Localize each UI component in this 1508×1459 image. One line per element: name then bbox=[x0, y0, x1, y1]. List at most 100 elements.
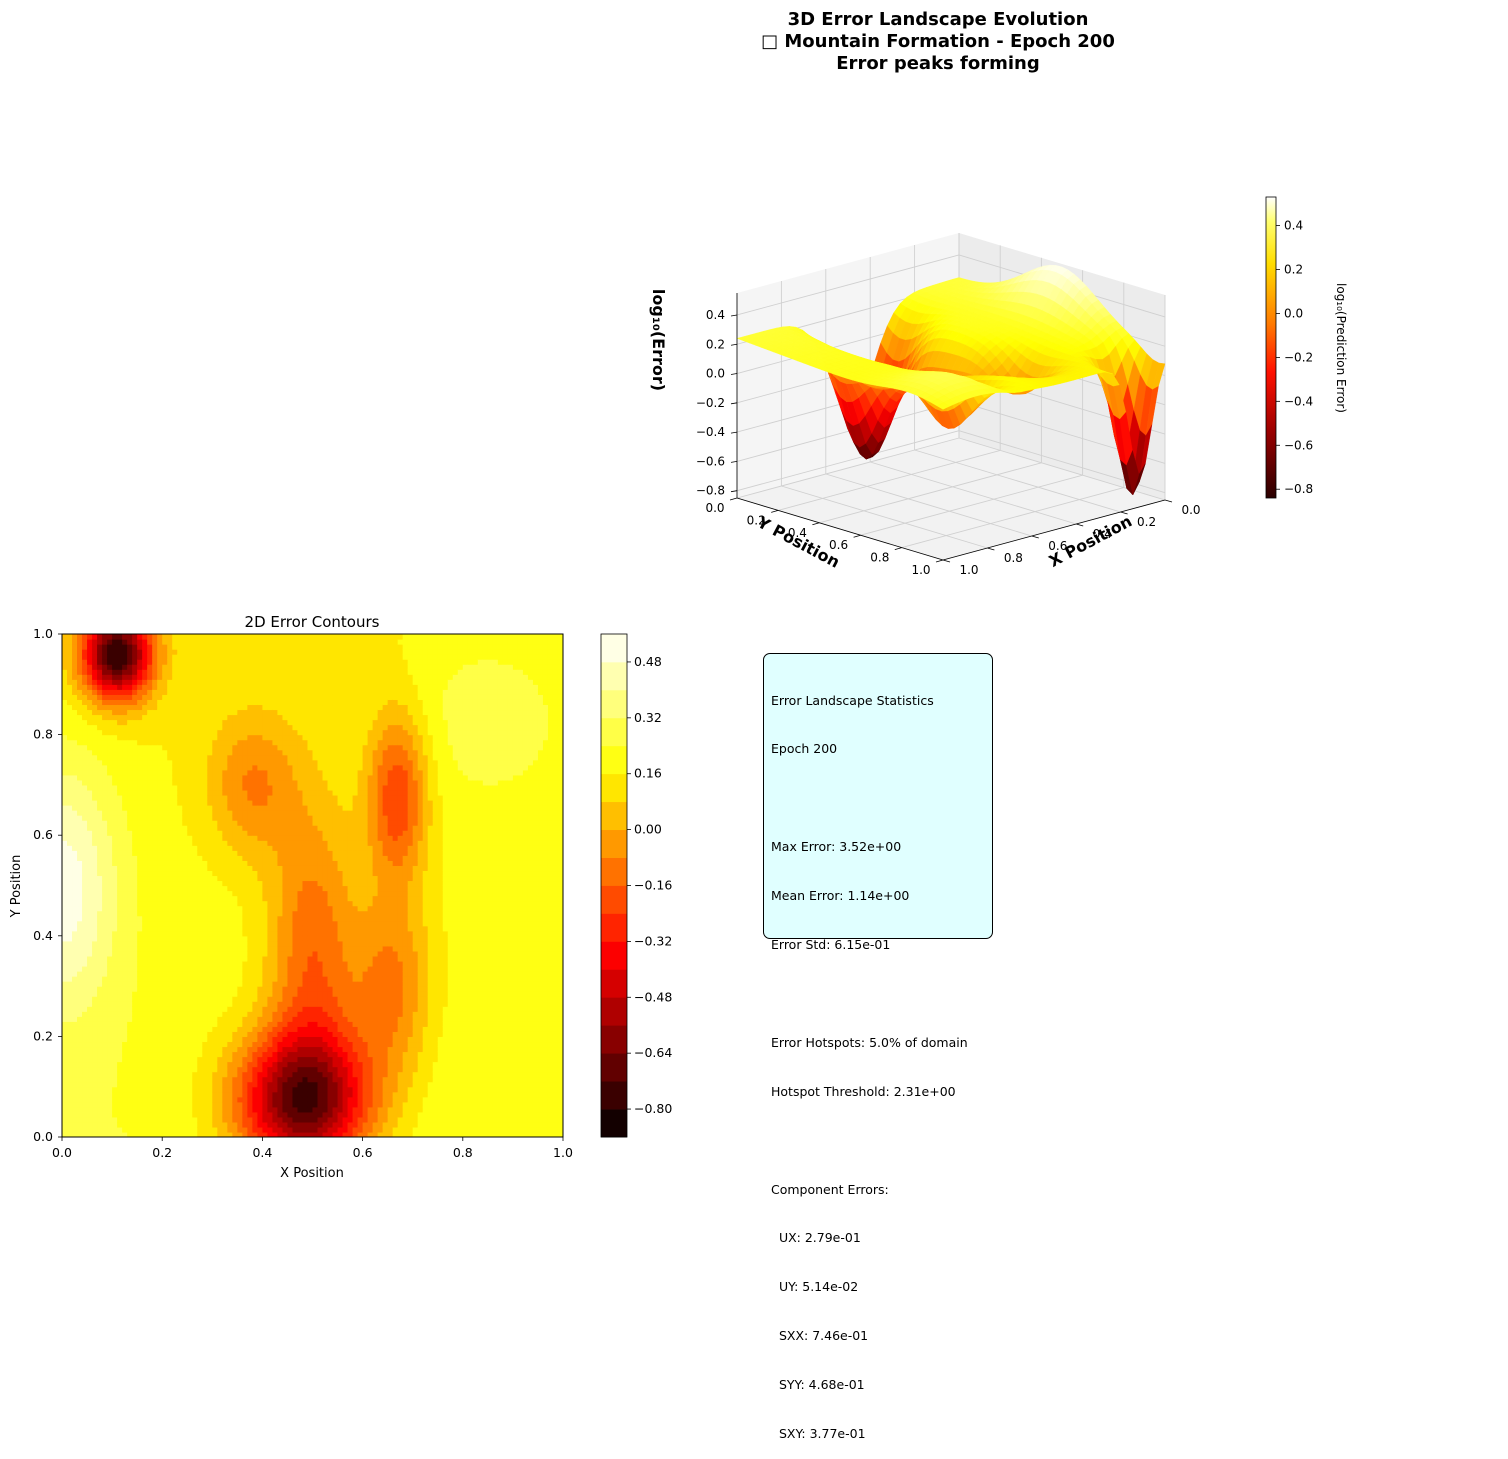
contour-cell bbox=[62, 1127, 68, 1133]
contour-cell bbox=[232, 694, 238, 700]
contour-cell bbox=[187, 735, 193, 741]
contour-cell bbox=[212, 1072, 218, 1078]
contour-cell bbox=[77, 880, 83, 886]
contour-cell bbox=[197, 961, 203, 967]
contour-cell bbox=[157, 1097, 163, 1103]
contour-cell bbox=[152, 1117, 158, 1123]
contour-cell bbox=[152, 755, 158, 761]
contour-cell bbox=[192, 709, 198, 715]
contour-cell bbox=[97, 820, 103, 826]
contour-cell bbox=[102, 644, 108, 650]
contour-cell bbox=[107, 1072, 113, 1078]
contour-cell bbox=[202, 634, 208, 640]
contour-cell bbox=[117, 901, 123, 907]
contour-cell bbox=[72, 1092, 78, 1098]
contour-cell bbox=[87, 785, 93, 791]
contour-cell bbox=[72, 1072, 78, 1078]
contour-cell bbox=[157, 1077, 163, 1083]
contour-cell bbox=[157, 785, 163, 791]
contour-cell bbox=[107, 1087, 113, 1093]
contour-cell bbox=[92, 760, 98, 766]
contour-cell bbox=[177, 1016, 183, 1022]
contour-cell bbox=[182, 800, 188, 806]
contour-cell bbox=[217, 1036, 223, 1042]
contour-cell bbox=[112, 916, 118, 922]
contour-cell bbox=[197, 1112, 203, 1118]
contour-cell bbox=[102, 775, 108, 781]
contour-cell bbox=[82, 785, 88, 791]
contour-cell bbox=[117, 976, 123, 982]
contour-cell bbox=[132, 845, 138, 851]
contour-cell bbox=[137, 1087, 143, 1093]
contour-cell bbox=[102, 850, 108, 856]
contour-cell bbox=[87, 886, 93, 892]
contour-cell bbox=[87, 1011, 93, 1017]
contour-cell bbox=[202, 664, 208, 670]
contour-cell bbox=[102, 1072, 108, 1078]
contour-cell bbox=[82, 996, 88, 1002]
contour-cell bbox=[167, 1016, 173, 1022]
contour-cell bbox=[207, 901, 213, 907]
contour-cell bbox=[152, 1112, 158, 1118]
contour-cell bbox=[152, 870, 158, 876]
contour-cell bbox=[237, 735, 243, 741]
contour-cell bbox=[187, 709, 193, 715]
contour-cell bbox=[147, 780, 153, 786]
contour-cell bbox=[222, 931, 228, 937]
contour-cell bbox=[157, 755, 163, 761]
contour-cell bbox=[127, 956, 133, 962]
contour-cell bbox=[147, 1036, 153, 1042]
contour-cell bbox=[222, 916, 228, 922]
contour-cell bbox=[212, 714, 218, 720]
contour-cell bbox=[132, 830, 138, 836]
contour-cell bbox=[222, 785, 228, 791]
contour-cell bbox=[242, 835, 248, 841]
contour-cell bbox=[107, 1026, 113, 1032]
contour-cell bbox=[242, 840, 248, 846]
contour-cell bbox=[212, 1021, 218, 1027]
contour-cell bbox=[232, 785, 238, 791]
contour-cell bbox=[147, 896, 153, 902]
contour-cell bbox=[167, 649, 173, 655]
contour-cell bbox=[217, 679, 223, 685]
contour-cell bbox=[117, 931, 123, 937]
contour-cell bbox=[132, 1011, 138, 1017]
contour-cell bbox=[82, 825, 88, 831]
contour-cell bbox=[162, 714, 168, 720]
contour-cell bbox=[82, 1031, 88, 1037]
contour-cell bbox=[172, 725, 178, 731]
contour-cell bbox=[242, 725, 248, 731]
contour-cell bbox=[157, 1102, 163, 1108]
contour-cell bbox=[187, 694, 193, 700]
contour-cell bbox=[172, 805, 178, 811]
contour-cell bbox=[157, 1092, 163, 1098]
contour-cell bbox=[202, 886, 208, 892]
contour-cell bbox=[107, 689, 113, 695]
contour-cell bbox=[102, 880, 108, 886]
contour-cell bbox=[152, 946, 158, 952]
contour-cell bbox=[92, 1006, 98, 1012]
contour-cell bbox=[127, 896, 133, 902]
contour-cell bbox=[72, 1127, 78, 1133]
contour-cell bbox=[102, 669, 108, 675]
contour-cell bbox=[112, 840, 118, 846]
contour-cell bbox=[192, 760, 198, 766]
contour-cell bbox=[107, 1021, 113, 1027]
contour-cell bbox=[192, 644, 198, 650]
contour-cell bbox=[247, 1021, 253, 1027]
contour-cell bbox=[227, 800, 233, 806]
contour-cell bbox=[152, 996, 158, 1002]
contour-cell bbox=[227, 770, 233, 776]
contour-cell bbox=[62, 946, 68, 952]
contour-cell bbox=[157, 1122, 163, 1128]
contour-cell bbox=[67, 815, 73, 821]
contour-cell bbox=[112, 850, 118, 856]
contour-cell bbox=[132, 669, 138, 675]
contour-cell bbox=[222, 740, 228, 746]
contour-cell bbox=[72, 664, 78, 670]
contour-cell bbox=[122, 740, 128, 746]
contour-cell bbox=[222, 926, 228, 932]
contour-cell bbox=[97, 906, 103, 912]
contour-cell bbox=[87, 634, 93, 640]
contour-cell bbox=[117, 684, 123, 690]
